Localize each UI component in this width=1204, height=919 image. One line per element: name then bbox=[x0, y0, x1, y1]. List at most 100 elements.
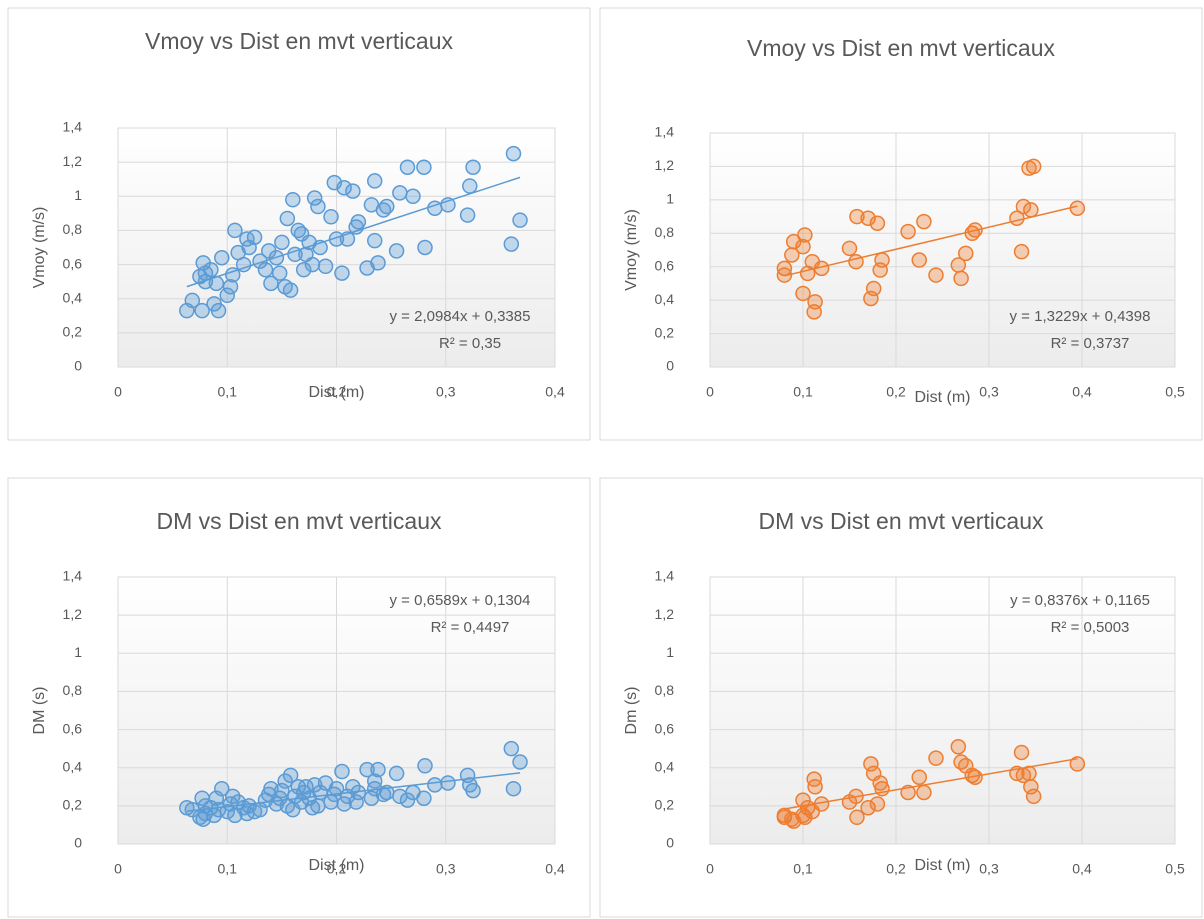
data-point bbox=[328, 780, 345, 797]
x-tick-label: 0,1 bbox=[218, 861, 238, 877]
x-tick-label: 0,1 bbox=[218, 384, 238, 400]
data-point bbox=[304, 256, 321, 273]
data-point bbox=[465, 159, 481, 176]
x-tick-label: 0,3 bbox=[436, 384, 456, 400]
data-point bbox=[263, 275, 279, 292]
data-point bbox=[219, 803, 235, 820]
x-axis-title: Dist (m) bbox=[309, 384, 365, 401]
data-point bbox=[440, 775, 456, 791]
trendline bbox=[186, 772, 521, 812]
y-tick-label: 0 bbox=[74, 835, 82, 851]
y-tick-label: 1,4 bbox=[655, 568, 675, 584]
data-point bbox=[953, 270, 969, 287]
r-squared: R² = 0,3737 bbox=[1051, 335, 1130, 352]
data-point bbox=[379, 198, 395, 215]
y-tick-label: 1,4 bbox=[63, 119, 83, 135]
data-point bbox=[366, 173, 383, 189]
chart-title: DM vs Dist en mvt verticaux bbox=[157, 508, 442, 534]
data-point bbox=[916, 784, 932, 801]
data-point bbox=[392, 185, 408, 201]
data-point bbox=[1069, 756, 1086, 772]
data-point bbox=[860, 210, 876, 226]
data-point bbox=[224, 267, 241, 283]
data-point bbox=[841, 240, 858, 257]
data-point bbox=[860, 800, 876, 816]
data-point bbox=[849, 809, 865, 826]
y-tick-label: 1 bbox=[74, 644, 82, 660]
data-point bbox=[252, 253, 268, 269]
y-tick-label: 0,4 bbox=[63, 289, 83, 305]
y-tick-label: 1,4 bbox=[655, 124, 675, 140]
data-point bbox=[1013, 744, 1030, 761]
data-point bbox=[807, 294, 823, 310]
data-point bbox=[1023, 779, 1039, 795]
data-point bbox=[246, 229, 263, 246]
data-point bbox=[1013, 243, 1030, 260]
data-point bbox=[328, 231, 345, 247]
y-tick-label: 0,2 bbox=[655, 797, 675, 813]
y-tick-label: 0 bbox=[666, 835, 674, 851]
x-tick-label: 0,3 bbox=[979, 861, 999, 877]
data-point bbox=[1025, 788, 1042, 805]
data-point bbox=[224, 788, 241, 805]
y-tick-label: 0,6 bbox=[655, 720, 675, 736]
data-point bbox=[399, 159, 416, 176]
y-tick-label: 1 bbox=[74, 187, 82, 203]
data-point bbox=[785, 233, 802, 250]
data-point bbox=[416, 790, 432, 806]
x-tick-label: 0,4 bbox=[545, 861, 565, 877]
x-tick-label: 0,4 bbox=[1072, 861, 1092, 877]
data-point bbox=[462, 178, 478, 194]
trendline bbox=[186, 176, 521, 288]
data-point bbox=[849, 208, 865, 225]
trendline-equation: y = 2,0984x + 0,3385 bbox=[390, 308, 531, 325]
data-point bbox=[203, 261, 219, 278]
y-tick-label: 0,8 bbox=[63, 221, 83, 237]
data-point bbox=[417, 239, 433, 256]
data-point bbox=[512, 754, 528, 770]
y-tick-label: 0,2 bbox=[655, 324, 675, 340]
y-tick-label: 0,2 bbox=[63, 797, 83, 813]
x-tick-label: 0,2 bbox=[327, 384, 347, 400]
y-tick-label: 1,2 bbox=[655, 606, 675, 622]
data-point bbox=[334, 763, 350, 780]
data-point bbox=[865, 280, 882, 297]
data-point bbox=[776, 260, 793, 277]
x-axis-title: Dist (m) bbox=[915, 857, 971, 874]
y-tick-label: 0,8 bbox=[655, 682, 675, 698]
data-point bbox=[334, 265, 350, 281]
data-point bbox=[274, 782, 290, 799]
data-point bbox=[1015, 198, 1032, 215]
data-point bbox=[282, 767, 299, 784]
data-point bbox=[427, 777, 443, 793]
y-axis-title: DM (s) bbox=[31, 687, 48, 735]
x-tick-label: 0,2 bbox=[886, 384, 906, 400]
data-point bbox=[214, 780, 230, 797]
data-point bbox=[417, 758, 433, 774]
y-tick-label: 0,6 bbox=[655, 257, 675, 273]
data-point bbox=[235, 256, 252, 273]
data-point bbox=[807, 779, 823, 795]
data-point bbox=[306, 190, 323, 206]
y-tick-label: 0,4 bbox=[63, 758, 83, 774]
data-point bbox=[795, 792, 811, 808]
data-point bbox=[1023, 202, 1039, 218]
trendline-equation: y = 1,3229x + 0,4398 bbox=[1010, 308, 1151, 325]
x-tick-label: 0,2 bbox=[327, 861, 347, 877]
x-tick-label: 0 bbox=[114, 861, 122, 877]
y-tick-label: 0,8 bbox=[655, 224, 675, 240]
plot-area bbox=[709, 132, 1176, 368]
data-point bbox=[282, 282, 299, 298]
chart-title: DM vs Dist en mvt verticaux bbox=[759, 508, 1044, 534]
data-point bbox=[505, 145, 522, 162]
data-point bbox=[336, 796, 352, 812]
y-tick-label: 1,2 bbox=[655, 157, 675, 173]
data-point bbox=[345, 779, 361, 795]
y-tick-label: 0,4 bbox=[655, 291, 675, 307]
y-axis-title: Vmoy (m/s) bbox=[623, 209, 640, 291]
data-point bbox=[869, 796, 886, 812]
y-tick-label: 0,8 bbox=[63, 682, 83, 698]
data-point bbox=[336, 180, 352, 196]
data-point bbox=[505, 780, 522, 797]
y-tick-label: 1,2 bbox=[63, 606, 83, 622]
